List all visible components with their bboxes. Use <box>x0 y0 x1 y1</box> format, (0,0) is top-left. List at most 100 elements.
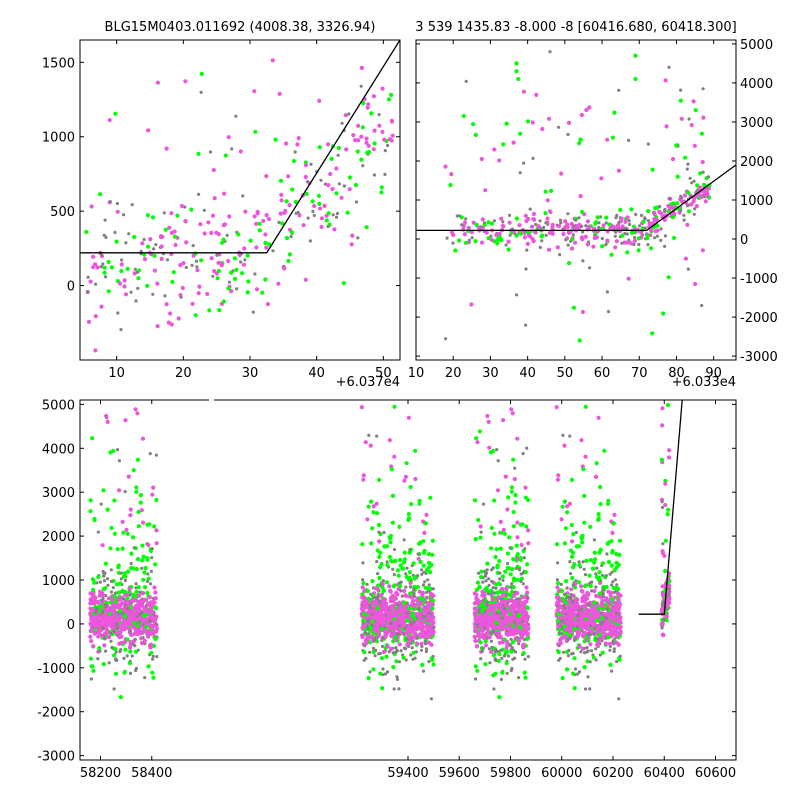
data-point-grey <box>577 670 582 674</box>
data-point-grey <box>490 568 494 572</box>
data-point-green <box>402 550 407 555</box>
data-point-pink <box>507 598 513 603</box>
data-point-grey <box>392 547 397 552</box>
data-point-pink <box>413 602 418 608</box>
data-point-grey <box>504 243 508 247</box>
data-point-grey <box>572 638 577 643</box>
data-point-pink <box>556 473 561 478</box>
data-point-pink <box>583 454 588 459</box>
data-point-green <box>120 546 125 551</box>
data-point-pink <box>377 123 382 128</box>
data-point-grey <box>119 571 123 575</box>
data-point-green <box>172 234 177 239</box>
data-point-grey <box>663 207 667 212</box>
data-point-green <box>511 509 516 515</box>
data-point-pink <box>623 219 628 224</box>
data-point-green <box>497 235 502 240</box>
data-point-grey <box>588 581 593 585</box>
data-point-green <box>477 429 482 434</box>
data-point-grey <box>162 211 166 215</box>
data-point-green <box>273 137 278 142</box>
data-point-pink <box>219 263 224 268</box>
data-point-pink <box>151 485 156 490</box>
data-point-green <box>649 246 654 251</box>
data-point-pink <box>663 78 668 83</box>
data-point-grey <box>106 577 110 581</box>
data-point-green <box>502 531 507 536</box>
data-point-grey <box>184 265 188 270</box>
data-point-pink <box>169 230 174 235</box>
data-point-pink <box>169 211 174 216</box>
data-point-green <box>640 226 645 231</box>
data-point-pink <box>159 244 164 249</box>
data-point-green <box>215 276 220 281</box>
data-point-green <box>116 590 121 595</box>
data-point-pink <box>396 609 401 615</box>
data-point-pink <box>614 640 619 645</box>
data-point-grey <box>404 585 408 589</box>
data-point-grey <box>567 648 571 653</box>
data-point-grey <box>133 637 137 641</box>
data-point-grey <box>386 143 390 148</box>
data-point-grey <box>125 654 129 658</box>
data-point-pink <box>580 589 585 594</box>
data-point-pink <box>212 196 217 201</box>
data-point-grey <box>227 280 231 284</box>
x-tick-label: 20 <box>175 366 192 381</box>
data-point-grey <box>104 603 108 607</box>
data-point-grey <box>151 654 155 658</box>
y-tick-label: 0 <box>67 280 75 295</box>
data-point-grey <box>577 560 581 564</box>
data-point-pink <box>380 617 385 622</box>
data-point-green <box>132 234 137 240</box>
data-point-pink <box>575 629 580 634</box>
data-point-pink <box>120 519 125 525</box>
data-point-green <box>570 565 576 570</box>
data-point-pink <box>585 242 590 247</box>
data-point-pink <box>590 613 595 619</box>
data-point-grey <box>377 530 381 534</box>
data-point-pink <box>417 616 422 621</box>
data-point-grey <box>594 572 598 576</box>
data-point-green <box>413 448 418 453</box>
data-point-green <box>686 209 692 214</box>
y-tick-label: -3000 <box>740 350 778 365</box>
data-point-green <box>389 558 394 564</box>
data-point-pink <box>545 198 550 203</box>
data-point-grey <box>424 642 428 646</box>
data-point-green <box>608 662 613 668</box>
data-point-green <box>91 668 96 673</box>
data-point-green <box>518 522 523 527</box>
data-point-pink <box>426 640 432 645</box>
data-point-grey <box>679 88 683 92</box>
data-point-green <box>142 252 147 257</box>
data-point-pink <box>489 622 494 628</box>
data-point-grey <box>368 670 372 674</box>
data-point-green <box>633 53 638 58</box>
data-point-grey <box>394 646 398 650</box>
data-point-green <box>479 574 484 580</box>
data-point-green <box>609 597 615 602</box>
data-point-green <box>345 210 350 215</box>
data-point-green <box>389 92 394 97</box>
data-point-green <box>609 539 614 544</box>
data-point-grey <box>499 677 503 682</box>
data-point-grey <box>396 603 400 607</box>
data-point-pink <box>515 591 520 596</box>
data-point-grey <box>588 624 592 628</box>
data-point-pink <box>504 586 509 592</box>
data-point-grey <box>580 629 584 633</box>
data-point-green <box>472 498 478 503</box>
data-point-green <box>584 635 589 640</box>
data-point-grey <box>490 579 494 584</box>
data-point-green <box>364 225 369 230</box>
data-point-pink <box>471 220 476 225</box>
data-point-grey <box>517 642 521 646</box>
data-point-green <box>698 171 703 176</box>
data-point-green <box>84 229 89 235</box>
data-point-grey <box>365 582 369 587</box>
data-point-green <box>594 461 599 466</box>
data-point-pink <box>105 609 110 615</box>
data-point-grey <box>103 218 107 222</box>
data-point-grey <box>514 566 518 571</box>
